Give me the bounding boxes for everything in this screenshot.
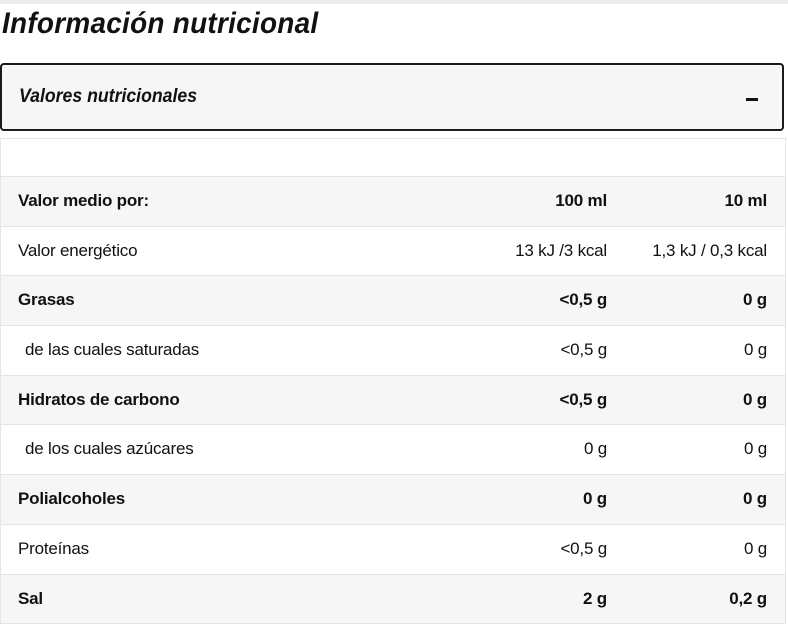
row-value-10ml: 0 g [743,376,767,424]
row-label: Proteínas [18,525,89,573]
table-header-row: Valor medio por: 100 ml 10 ml [1,177,785,227]
table-row-protein: Proteínas <0,5 g 0 g [1,525,785,575]
row-value-100ml: 13 kJ /3 kcal [515,227,607,275]
page-title: Información nutricional [2,6,318,42]
row-label: de los cuales azúcares [25,425,194,473]
row-value-10ml: 0 g [744,425,767,473]
table-row-polyols: Polialcoholes 0 g 0 g [1,475,785,525]
table-row-carbohydrates: Hidratos de carbono <0,5 g 0 g [1,376,785,426]
row-label: Hidratos de carbono [18,376,180,424]
row-label: Valor energético [18,227,137,275]
row-value-10ml: 0 g [744,326,767,374]
table-row-sugars: de los cuales azúcares 0 g 0 g [1,425,785,475]
row-value-100ml: <0,5 g [560,376,607,424]
row-label: Polialcoholes [18,475,125,523]
table-row-salt: Sal 2 g 0,2 g [1,575,785,624]
row-value-10ml: 1,3 kJ / 0,3 kcal [652,227,767,275]
row-label: Grasas [18,276,74,324]
row-value-10ml: 0 g [743,276,767,324]
header-10ml: 10 ml [725,177,767,225]
row-value-10ml: 0 g [743,475,767,523]
row-value-100ml: 0 g [583,475,607,523]
row-value-100ml: <0,5 g [560,276,607,324]
row-value-100ml: 2 g [583,575,607,623]
table-row-saturated-fat: de las cuales saturadas <0,5 g 0 g [1,326,785,376]
row-value-100ml: <0,5 g [560,525,607,573]
row-value-100ml: 0 g [584,425,607,473]
row-value-100ml: <0,5 g [560,326,607,374]
row-label: de las cuales saturadas [25,326,199,374]
accordion-label: Valores nutricionales [19,65,197,129]
row-value-10ml: 0,2 g [729,575,767,623]
table-row-fat: Grasas <0,5 g 0 g [1,276,785,326]
header-label: Valor medio por: [18,177,149,225]
header-100ml: 100 ml [555,177,607,225]
minus-icon[interactable] [746,98,758,101]
row-value-10ml: 0 g [744,525,767,573]
table-spacer-row [1,138,785,177]
nutrition-table: Valor medio por: 100 ml 10 ml Valor ener… [0,138,786,624]
top-divider [0,0,788,4]
row-label: Sal [18,575,43,623]
table-row-energy: Valor energético 13 kJ /3 kcal 1,3 kJ / … [1,227,785,277]
nutrition-values-accordion[interactable]: Valores nutricionales [0,63,784,131]
